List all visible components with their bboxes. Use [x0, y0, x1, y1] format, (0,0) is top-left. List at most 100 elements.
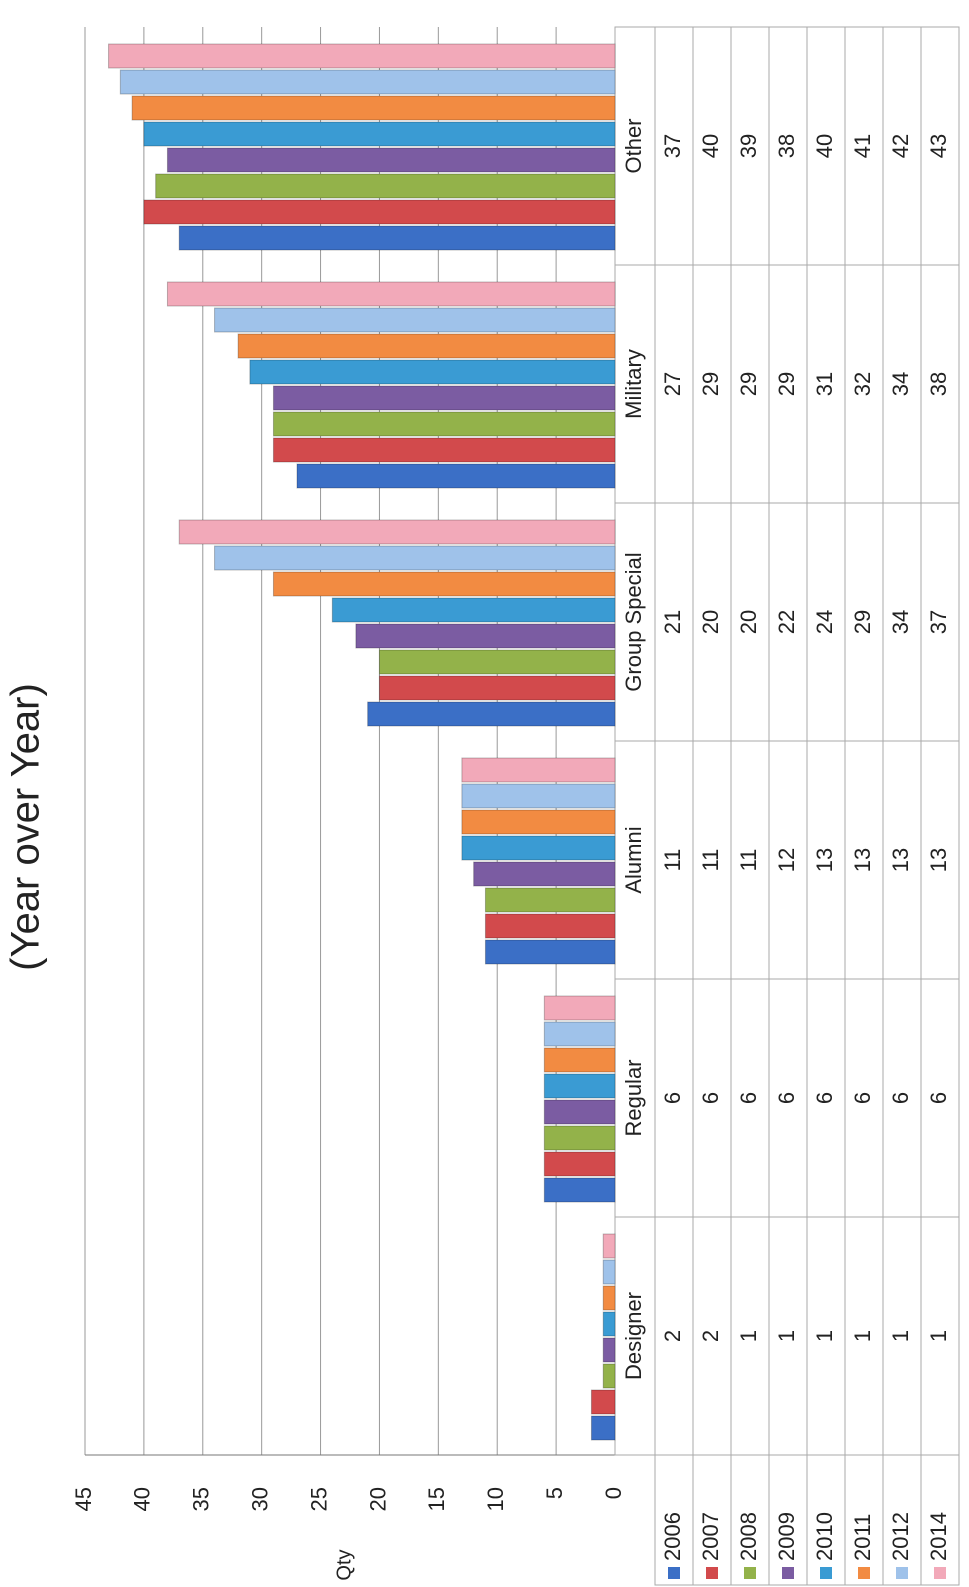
bar [484, 939, 616, 965]
table-value: 43 [926, 134, 951, 158]
table-value: 6 [926, 1092, 951, 1104]
legend-label: 2010 [812, 1512, 837, 1561]
bar [543, 1021, 616, 1047]
bar [543, 1099, 616, 1125]
table-value: 24 [812, 610, 837, 634]
table-value: 13 [926, 848, 951, 872]
table-value: 11 [736, 849, 761, 872]
table-value: 38 [774, 134, 799, 158]
table-value: 20 [698, 610, 723, 634]
bar [602, 1233, 616, 1259]
bar [296, 463, 616, 489]
bar [272, 385, 616, 411]
table-value: 32 [850, 372, 875, 396]
bar [590, 1389, 616, 1415]
bar [602, 1259, 616, 1285]
table-value: 1 [888, 1330, 913, 1342]
chart-subtitle: (Year over Year) [4, 683, 48, 971]
legend-swatch [668, 1567, 680, 1579]
y-tick-label: 40 [130, 1487, 155, 1511]
category-label: Group Special [621, 552, 646, 691]
y-tick-label: 20 [365, 1487, 390, 1511]
category-label: Designer [621, 1292, 646, 1380]
table-value: 29 [850, 610, 875, 634]
table-value: 6 [774, 1092, 799, 1104]
legend-swatch [782, 1567, 794, 1579]
table-value: 2 [698, 1330, 723, 1342]
table-value: 38 [926, 372, 951, 396]
bar [543, 1125, 616, 1151]
table-value: 2 [660, 1330, 685, 1342]
bar [249, 359, 616, 385]
bar [602, 1337, 616, 1363]
bar [461, 835, 616, 861]
bar [378, 675, 616, 701]
table-value: 6 [736, 1092, 761, 1104]
bar [131, 95, 616, 121]
table-value: 34 [888, 610, 913, 634]
table-cell [920, 26, 960, 266]
table-value: 13 [812, 848, 837, 872]
bar [155, 173, 616, 199]
table-value: 29 [774, 372, 799, 396]
bar [367, 701, 616, 727]
y-axis-label: Qty [333, 1549, 355, 1580]
table-value: 40 [698, 134, 723, 158]
table-value: 20 [736, 610, 761, 634]
bar [119, 69, 616, 95]
bar [602, 1363, 616, 1389]
table-value: 29 [698, 372, 723, 396]
bar [543, 1177, 616, 1203]
legend-label: 2007 [698, 1512, 723, 1561]
bar [108, 43, 616, 69]
table-value: 41 [850, 134, 875, 158]
bar [272, 437, 616, 463]
table-value: 13 [888, 848, 913, 872]
y-tick-label: 30 [247, 1487, 272, 1511]
table-value: 22 [774, 610, 799, 634]
bar [484, 913, 616, 939]
y-tick-label: 10 [483, 1487, 508, 1511]
table-value: 27 [660, 372, 685, 396]
table-value: 12 [774, 848, 799, 872]
legend-swatch [820, 1567, 832, 1579]
bar [543, 1073, 616, 1099]
table-value: 6 [698, 1092, 723, 1104]
legend-swatch [858, 1567, 870, 1579]
table-value: 6 [850, 1092, 875, 1104]
bar [272, 411, 616, 437]
bar [178, 519, 616, 545]
table-value: 6 [812, 1092, 837, 1104]
table-value: 6 [660, 1092, 685, 1104]
bar [166, 147, 616, 173]
table-value: 40 [812, 134, 837, 158]
bar [543, 995, 616, 1021]
bar [143, 121, 616, 147]
category-label: Alumni [621, 826, 646, 893]
legend-swatch [896, 1567, 908, 1579]
y-tick-label: 15 [424, 1487, 449, 1511]
table-value: 1 [736, 1330, 761, 1342]
bar [143, 199, 616, 225]
table-value: 6 [888, 1092, 913, 1104]
rotated-chart: (Year over Year) Qty 0 5 10 15 20 25 30 35 40 45 D… [4, 26, 960, 1586]
table-value: 11 [698, 849, 723, 872]
bar [355, 623, 616, 649]
bar [214, 545, 616, 571]
legend-label: 2008 [736, 1512, 761, 1561]
legend-swatch [706, 1567, 718, 1579]
y-tick-label: 35 [189, 1487, 214, 1511]
bar [237, 333, 616, 359]
bar [590, 1415, 616, 1441]
bar [166, 281, 616, 307]
bar [214, 307, 616, 333]
table-value: 31 [812, 372, 837, 396]
table-value: 11 [660, 849, 685, 872]
table-value: 1 [926, 1330, 951, 1342]
table-value: 1 [774, 1330, 799, 1342]
y-tick-label: 0 [601, 1487, 626, 1499]
legend-swatch [934, 1567, 946, 1579]
bar [272, 571, 616, 597]
table-value: 21 [660, 610, 685, 634]
